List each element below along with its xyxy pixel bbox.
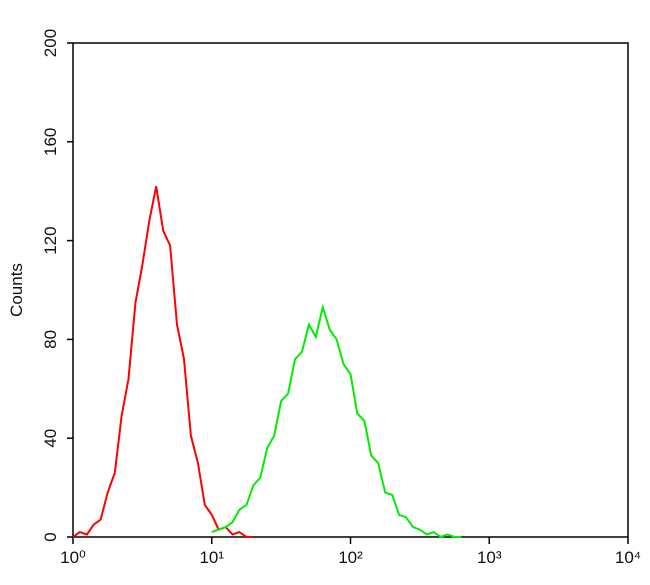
y-tick-label: 200: [41, 29, 60, 57]
x-tick-label: 10⁰: [60, 548, 86, 567]
y-tick-label: 160: [41, 128, 60, 156]
y-tick-label: 0: [41, 532, 60, 541]
y-axis-label: Counts: [7, 263, 26, 317]
y-tick-label: 120: [41, 226, 60, 254]
histogram-line: [211, 303, 462, 539]
x-tick-label: 10³: [477, 548, 502, 567]
x-tick-label: 10²: [338, 548, 363, 567]
histogram-line: [72, 186, 254, 538]
x-tick-label: 10⁴: [615, 548, 641, 567]
y-tick-label: 40: [41, 429, 60, 448]
y-tick-label: 80: [41, 330, 60, 349]
x-tick-label: 10¹: [199, 548, 224, 567]
plot-frame: [72, 42, 629, 538]
